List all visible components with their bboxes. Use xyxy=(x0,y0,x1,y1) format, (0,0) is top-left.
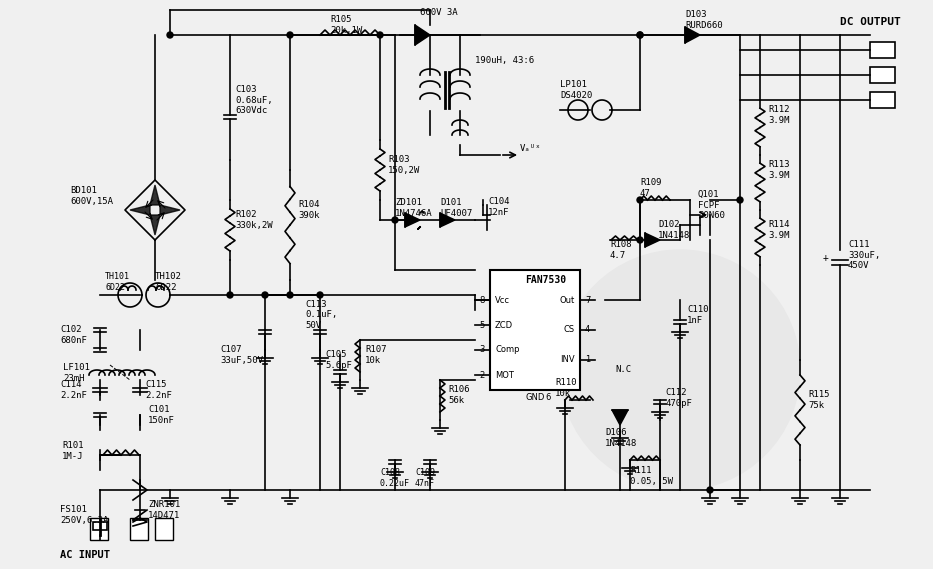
Text: C110
1nF: C110 1nF xyxy=(687,306,708,325)
Text: 4: 4 xyxy=(585,325,591,335)
Text: 3: 3 xyxy=(480,345,485,354)
Text: +: + xyxy=(823,253,829,263)
Text: Q101
FCPF
20N60: Q101 FCPF 20N60 xyxy=(698,190,725,220)
Circle shape xyxy=(637,237,643,243)
Text: R105
20k,1W: R105 20k,1W xyxy=(330,15,362,35)
Circle shape xyxy=(167,32,173,38)
Circle shape xyxy=(317,292,323,298)
Polygon shape xyxy=(150,185,160,205)
Text: INV: INV xyxy=(561,356,575,365)
Text: R104
390k: R104 390k xyxy=(298,200,319,220)
Text: R109
47: R109 47 xyxy=(640,178,661,197)
Text: R113
3.9M: R113 3.9M xyxy=(768,160,789,180)
Text: C111
330uF,
450V: C111 330uF, 450V xyxy=(848,240,880,270)
Text: LF101
23mH: LF101 23mH xyxy=(63,363,90,383)
Text: 8: 8 xyxy=(480,295,485,304)
Circle shape xyxy=(287,292,293,298)
Polygon shape xyxy=(160,205,180,215)
Text: 2: 2 xyxy=(480,370,485,380)
Bar xyxy=(870,42,895,58)
Text: 5: 5 xyxy=(480,320,485,329)
Bar xyxy=(90,518,108,540)
Circle shape xyxy=(637,197,643,203)
Text: 190uH, 43:6: 190uH, 43:6 xyxy=(475,56,534,64)
Bar xyxy=(155,518,173,540)
Text: C112
470pF: C112 470pF xyxy=(665,388,692,408)
Text: C114
2.2nF: C114 2.2nF xyxy=(60,380,87,399)
Text: R112
3.9M: R112 3.9M xyxy=(768,105,789,125)
Polygon shape xyxy=(685,27,700,43)
Text: R110
10k: R110 10k xyxy=(555,378,577,398)
Text: C102
680nF: C102 680nF xyxy=(60,325,87,345)
Text: ZD101
1N4746A: ZD101 1N4746A xyxy=(395,199,433,218)
Text: C105
5.6pF: C105 5.6pF xyxy=(325,351,352,370)
Polygon shape xyxy=(612,410,628,425)
Text: 6: 6 xyxy=(545,393,550,402)
Text: CS: CS xyxy=(564,325,575,335)
Text: R106
56k: R106 56k xyxy=(448,385,469,405)
Text: 1: 1 xyxy=(585,356,591,365)
Text: R115
75k: R115 75k xyxy=(808,390,829,410)
Text: TH101
6D22: TH101 6D22 xyxy=(105,273,130,292)
Polygon shape xyxy=(645,233,660,247)
Text: ZCD: ZCD xyxy=(495,320,513,329)
Text: FS101
250V,6.3A: FS101 250V,6.3A xyxy=(60,505,108,525)
Text: 7: 7 xyxy=(585,295,591,304)
Polygon shape xyxy=(130,205,150,215)
Circle shape xyxy=(637,32,643,38)
Bar xyxy=(93,522,107,530)
Bar xyxy=(490,270,580,390)
Circle shape xyxy=(707,487,713,493)
Text: Out: Out xyxy=(560,295,575,304)
Text: GND: GND xyxy=(525,393,545,402)
Text: TH102
6D22: TH102 6D22 xyxy=(155,273,182,292)
Text: C103
0.68uF,
630Vdc: C103 0.68uF, 630Vdc xyxy=(235,85,272,115)
Text: Vcc: Vcc xyxy=(495,295,510,304)
Polygon shape xyxy=(415,25,430,45)
Text: R102
330k,2W: R102 330k,2W xyxy=(235,211,272,230)
Circle shape xyxy=(560,250,800,490)
Text: C107
33uF,50V: C107 33uF,50V xyxy=(220,345,263,365)
Circle shape xyxy=(377,32,383,38)
Text: D106
1N4148: D106 1N4148 xyxy=(605,428,637,448)
Circle shape xyxy=(287,32,293,38)
Text: Vₐᵁˣ: Vₐᵁˣ xyxy=(520,143,541,152)
Text: R114
3.9M: R114 3.9M xyxy=(768,220,789,240)
Text: FAN7530: FAN7530 xyxy=(525,275,566,285)
Text: R111
0.05, 5W: R111 0.05, 5W xyxy=(630,467,673,486)
Text: DC OUTPUT: DC OUTPUT xyxy=(840,17,900,27)
Circle shape xyxy=(262,292,268,298)
Text: 600V 3A: 600V 3A xyxy=(420,7,457,17)
Bar xyxy=(870,92,895,108)
Circle shape xyxy=(227,292,233,298)
Polygon shape xyxy=(405,213,420,227)
Text: MOT: MOT xyxy=(495,370,514,380)
Circle shape xyxy=(737,197,743,203)
Text: D102
1N4148: D102 1N4148 xyxy=(658,220,690,240)
Polygon shape xyxy=(440,213,455,227)
Text: C101
150nF: C101 150nF xyxy=(148,405,174,424)
Circle shape xyxy=(637,32,643,38)
Text: BD101
600V,15A: BD101 600V,15A xyxy=(70,186,113,206)
Text: C104
12nF: C104 12nF xyxy=(488,197,509,217)
Bar xyxy=(130,518,148,540)
Text: R108
4.7: R108 4.7 xyxy=(610,240,632,259)
Text: C115
2.2nF: C115 2.2nF xyxy=(145,380,172,399)
Text: R107
10k: R107 10k xyxy=(365,345,386,365)
Text: ZNR101
14D471: ZNR101 14D471 xyxy=(148,500,180,519)
Text: C113
0.1uF,
50V: C113 0.1uF, 50V xyxy=(305,300,337,330)
Circle shape xyxy=(392,217,398,223)
Bar xyxy=(870,67,895,83)
Text: AC INPUT: AC INPUT xyxy=(60,550,110,560)
Text: LP101
DS4020: LP101 DS4020 xyxy=(560,80,592,100)
Polygon shape xyxy=(150,215,160,235)
Text: C108
0.22uF: C108 0.22uF xyxy=(380,468,410,488)
Text: D101
UF4007: D101 UF4007 xyxy=(440,199,472,218)
Text: C109
47nF: C109 47nF xyxy=(415,468,435,488)
Text: R103
150,2W: R103 150,2W xyxy=(388,155,420,175)
Text: N.C: N.C xyxy=(615,365,631,374)
Text: D103
RURD660: D103 RURD660 xyxy=(685,10,723,30)
Text: Comp: Comp xyxy=(495,345,520,354)
Text: R101
1M-J: R101 1M-J xyxy=(62,442,83,461)
